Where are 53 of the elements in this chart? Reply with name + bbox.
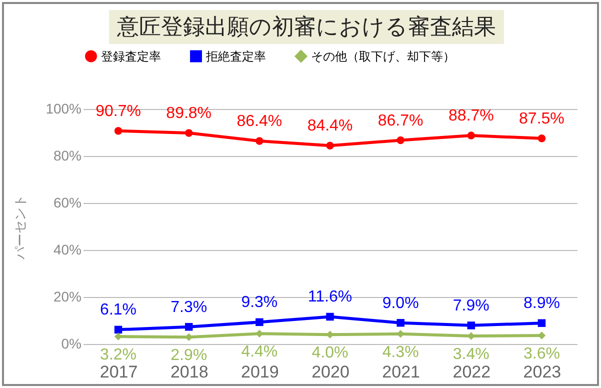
point (326, 312, 334, 321)
x-tick-label: 2022 (452, 362, 491, 382)
legend-label: その他（取下げ、却下等） (311, 49, 455, 64)
point (114, 326, 122, 334)
data-label: 7.9% (452, 297, 490, 314)
data-label: 6.1% (100, 302, 137, 319)
data-label: 8.9% (523, 295, 560, 312)
data-label: 86.7% (378, 112, 424, 130)
chart-title: 意匠登録出願の初審における審査結果 (109, 10, 504, 44)
data-label: 84.4% (307, 118, 353, 135)
legend-label: 拒絶査定率 (205, 49, 266, 64)
data-label: 88.7% (448, 108, 494, 125)
point (396, 318, 404, 327)
data-label: 86.4% (236, 112, 282, 130)
data-label: 3.6% (523, 346, 560, 363)
point (467, 132, 476, 140)
y-tick-label: 100% (46, 100, 82, 116)
x-tick-label: 2023 (523, 362, 562, 382)
data-label: 89.8% (166, 104, 212, 122)
point (184, 129, 193, 137)
data-label: 4.0% (312, 344, 348, 362)
data-label: 2.9% (170, 347, 208, 364)
point (538, 319, 546, 327)
point (114, 126, 122, 135)
point (256, 318, 264, 326)
point (184, 322, 193, 331)
y-tick-label: 80% (53, 148, 82, 164)
y-tick-label: 0% (61, 336, 82, 352)
x-tick-label: 2021 (382, 362, 420, 382)
point (256, 137, 264, 145)
point (396, 136, 404, 144)
legend-label: 登録査定率 (101, 49, 161, 64)
data-label: 4.4% (241, 344, 278, 361)
y-tick-label: 40% (53, 242, 82, 258)
data-label: 7.3% (170, 298, 208, 316)
data-label: 4.3% (382, 344, 419, 361)
data-label: 3.4% (452, 346, 490, 364)
x-tick-label: 2020 (312, 362, 350, 382)
data-label: 9.0% (382, 294, 419, 312)
y-tick-label: 20% (53, 288, 82, 304)
data-label: 90.7% (96, 102, 141, 120)
y-tick-label: 60% (53, 194, 82, 210)
data-label: 9.3% (241, 294, 278, 312)
y-axis-title: パーセント (14, 194, 29, 260)
data-label: 87.5% (519, 110, 564, 128)
point (467, 322, 476, 330)
x-tick-label: 2018 (170, 362, 208, 382)
point (538, 134, 546, 142)
data-label: 3.2% (100, 346, 137, 364)
point (326, 142, 334, 150)
x-tick-label: 2017 (100, 362, 138, 382)
x-tick-label: 2019 (241, 362, 279, 382)
data-label: 11.6% (308, 288, 352, 306)
